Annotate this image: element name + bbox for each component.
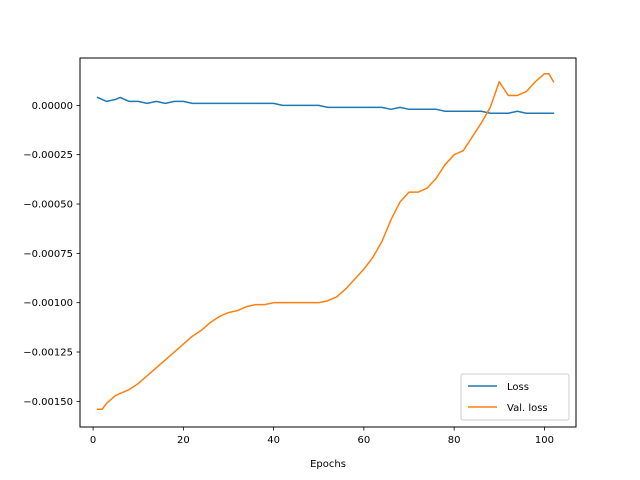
y-tick-label: −0.00150 xyxy=(23,397,73,408)
x-axis-label: Epochs xyxy=(310,459,346,470)
y-tick-label: −0.00050 xyxy=(23,200,73,211)
legend: Loss Val. loss xyxy=(460,373,570,421)
x-tick-label: 60 xyxy=(358,435,371,446)
series-line-loss xyxy=(96,96,555,114)
y-tick-label: −0.00100 xyxy=(23,298,73,309)
x-tick-label: 0 xyxy=(90,435,96,446)
plot-frame xyxy=(79,57,577,428)
y-tick-label: 0.00000 xyxy=(32,101,73,112)
x-tick-label: 100 xyxy=(535,435,554,446)
y-tick-label: −0.00025 xyxy=(23,150,73,161)
legend-label-loss: Loss xyxy=(507,382,529,393)
x-tick-label: 40 xyxy=(267,435,280,446)
plot-area xyxy=(80,58,576,427)
series-layer xyxy=(96,73,555,410)
series-line-val-loss xyxy=(96,73,555,410)
y-tick-label: −0.00125 xyxy=(23,348,73,359)
y-axis-ticks: 0.00000 −0.00025 −0.00050 −0.00075 −0.00100 −… xyxy=(23,101,80,408)
x-tick-label: 20 xyxy=(177,435,190,446)
y-tick-label: −0.00075 xyxy=(23,249,73,260)
legend-label-val-loss: Val. loss xyxy=(507,403,548,414)
x-tick-label: 80 xyxy=(448,435,461,446)
x-axis-ticks: 0 20 40 60 80 100 xyxy=(90,427,554,446)
